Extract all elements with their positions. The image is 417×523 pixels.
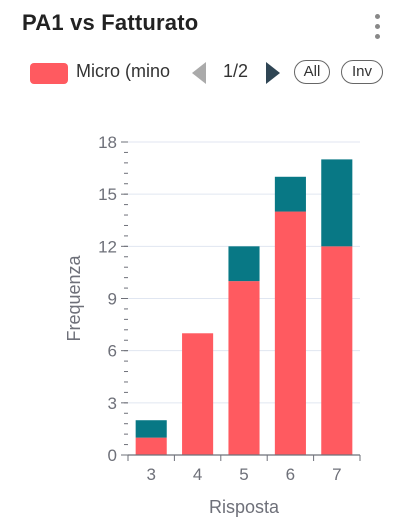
y-tick-label: 18: [98, 133, 117, 152]
legend-swatch[interactable]: [30, 63, 68, 84]
more-vertical-icon[interactable]: [370, 12, 386, 42]
select-all-button[interactable]: All: [294, 60, 330, 84]
x-tick-label: 3: [146, 465, 155, 484]
legend-prev-icon[interactable]: [192, 62, 206, 84]
y-tick-label: 0: [108, 446, 117, 465]
x-tick-label: 7: [332, 465, 341, 484]
invert-selection-button[interactable]: Inv: [341, 60, 383, 84]
y-tick-label: 9: [108, 290, 117, 309]
y-tick-label: 12: [98, 237, 117, 256]
y-tick-label: 15: [98, 185, 117, 204]
bar-series2-3: [135, 420, 167, 438]
x-axis-title: Risposta: [209, 497, 280, 517]
bar-series2-6: [274, 176, 306, 212]
y-axis-title: Frequenza: [64, 254, 84, 341]
bar-series1-3: [135, 437, 167, 455]
x-tick-label: 6: [286, 465, 295, 484]
chart-title: PA1 vs Fatturato: [22, 10, 199, 35]
bar-series1-6: [274, 211, 306, 455]
y-tick-label: 6: [108, 342, 117, 361]
bar-series1-7: [321, 246, 353, 455]
x-tick-label: 4: [193, 465, 202, 484]
bar-series1-5: [228, 281, 260, 455]
y-tick-label: 3: [108, 394, 117, 413]
legend-page-indicator: 1/2: [223, 61, 249, 81]
bar-series2-7: [321, 159, 353, 247]
legend-next-icon[interactable]: [266, 62, 280, 84]
legend: Micro (mino 1/2 All Inv: [30, 58, 400, 88]
bar-series2-5: [228, 246, 260, 282]
legend-item-label[interactable]: Micro (mino: [76, 61, 171, 81]
bar-series1-4: [182, 333, 214, 455]
x-tick-label: 5: [239, 465, 248, 484]
